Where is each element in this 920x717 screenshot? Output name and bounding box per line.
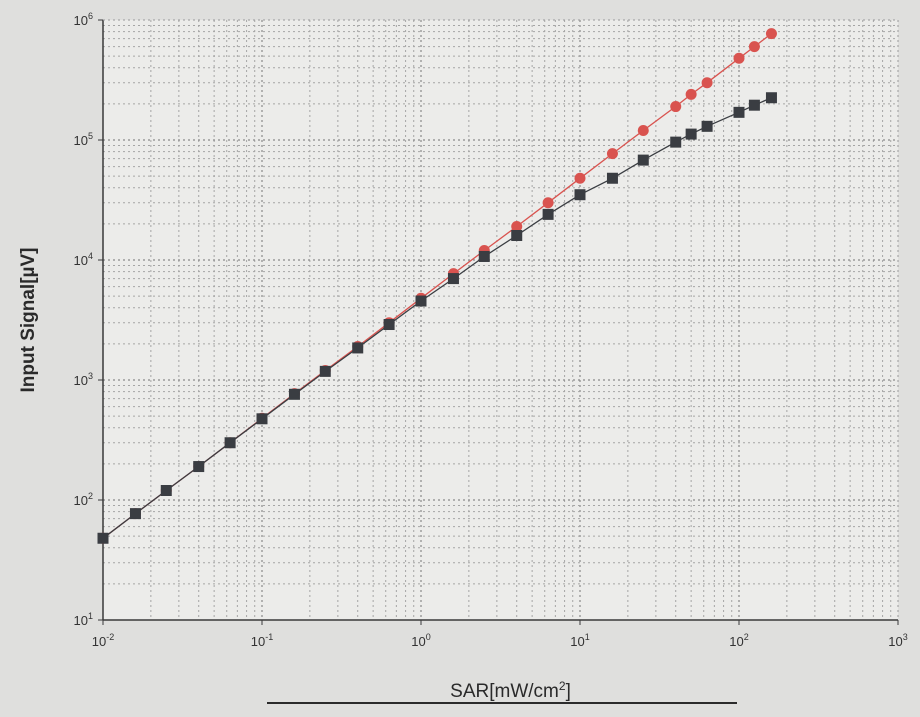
series-2-point bbox=[224, 437, 236, 449]
series-1-point bbox=[765, 28, 777, 40]
series-2-point bbox=[670, 136, 682, 148]
x-tick-label: 10-2 bbox=[92, 632, 114, 649]
x-tick-label: 103 bbox=[888, 632, 907, 649]
series-2-point bbox=[478, 250, 490, 262]
series-2-point bbox=[415, 295, 427, 307]
series-2-point bbox=[383, 319, 395, 331]
series-1-point bbox=[511, 221, 523, 233]
y-tick-label: 104 bbox=[74, 251, 93, 268]
x-axis-title: SAR[mW/cm2] bbox=[450, 679, 571, 702]
series-1-point bbox=[748, 41, 760, 53]
series-layer bbox=[97, 28, 777, 544]
series-2-point bbox=[160, 484, 172, 496]
labels: 10-2 10-1 100 101 102 103 101 102 103 104 105 106 SA… bbox=[18, 11, 908, 702]
series-2-point bbox=[748, 99, 760, 111]
series-2-point bbox=[542, 208, 554, 220]
series-2-point bbox=[447, 273, 459, 285]
plot-area bbox=[103, 20, 898, 620]
series-1-point bbox=[574, 172, 586, 184]
series-1-point bbox=[701, 77, 713, 89]
series-1-point bbox=[670, 101, 682, 113]
series-2-point bbox=[352, 342, 364, 354]
series-2-point bbox=[193, 461, 205, 473]
series-1-point bbox=[542, 197, 554, 209]
y-tick-label: 102 bbox=[74, 491, 93, 508]
series-2-point bbox=[637, 154, 649, 166]
x-tick-label: 102 bbox=[729, 632, 748, 649]
series-2-point bbox=[606, 172, 618, 184]
series-1-point bbox=[637, 124, 649, 136]
series-1-point bbox=[606, 148, 618, 160]
series-2-point bbox=[511, 230, 523, 242]
grid bbox=[103, 20, 898, 620]
x-tick-label: 100 bbox=[411, 632, 430, 649]
series-2-point bbox=[733, 106, 745, 118]
series-2-point bbox=[97, 532, 109, 544]
series-2-point bbox=[765, 92, 777, 104]
y-axis-title: Input Signal[µV] bbox=[18, 248, 39, 393]
series-2-point bbox=[701, 120, 713, 132]
series-2-point bbox=[319, 365, 331, 377]
y-tick-label: 101 bbox=[74, 611, 93, 628]
x-tick-label: 10-1 bbox=[251, 632, 273, 649]
series-1-point bbox=[733, 52, 745, 64]
y-tick-label: 103 bbox=[74, 371, 93, 388]
series-2-point bbox=[256, 413, 268, 425]
series-2-point bbox=[129, 508, 141, 520]
x-tick-label: 101 bbox=[570, 632, 589, 649]
y-tick-label: 106 bbox=[74, 11, 93, 28]
series-2-point bbox=[685, 128, 697, 140]
axes bbox=[98, 19, 899, 625]
series-2-point bbox=[574, 189, 586, 201]
series-1-point bbox=[685, 88, 697, 100]
y-tick-label: 105 bbox=[74, 131, 93, 148]
series-2-point bbox=[288, 388, 300, 400]
